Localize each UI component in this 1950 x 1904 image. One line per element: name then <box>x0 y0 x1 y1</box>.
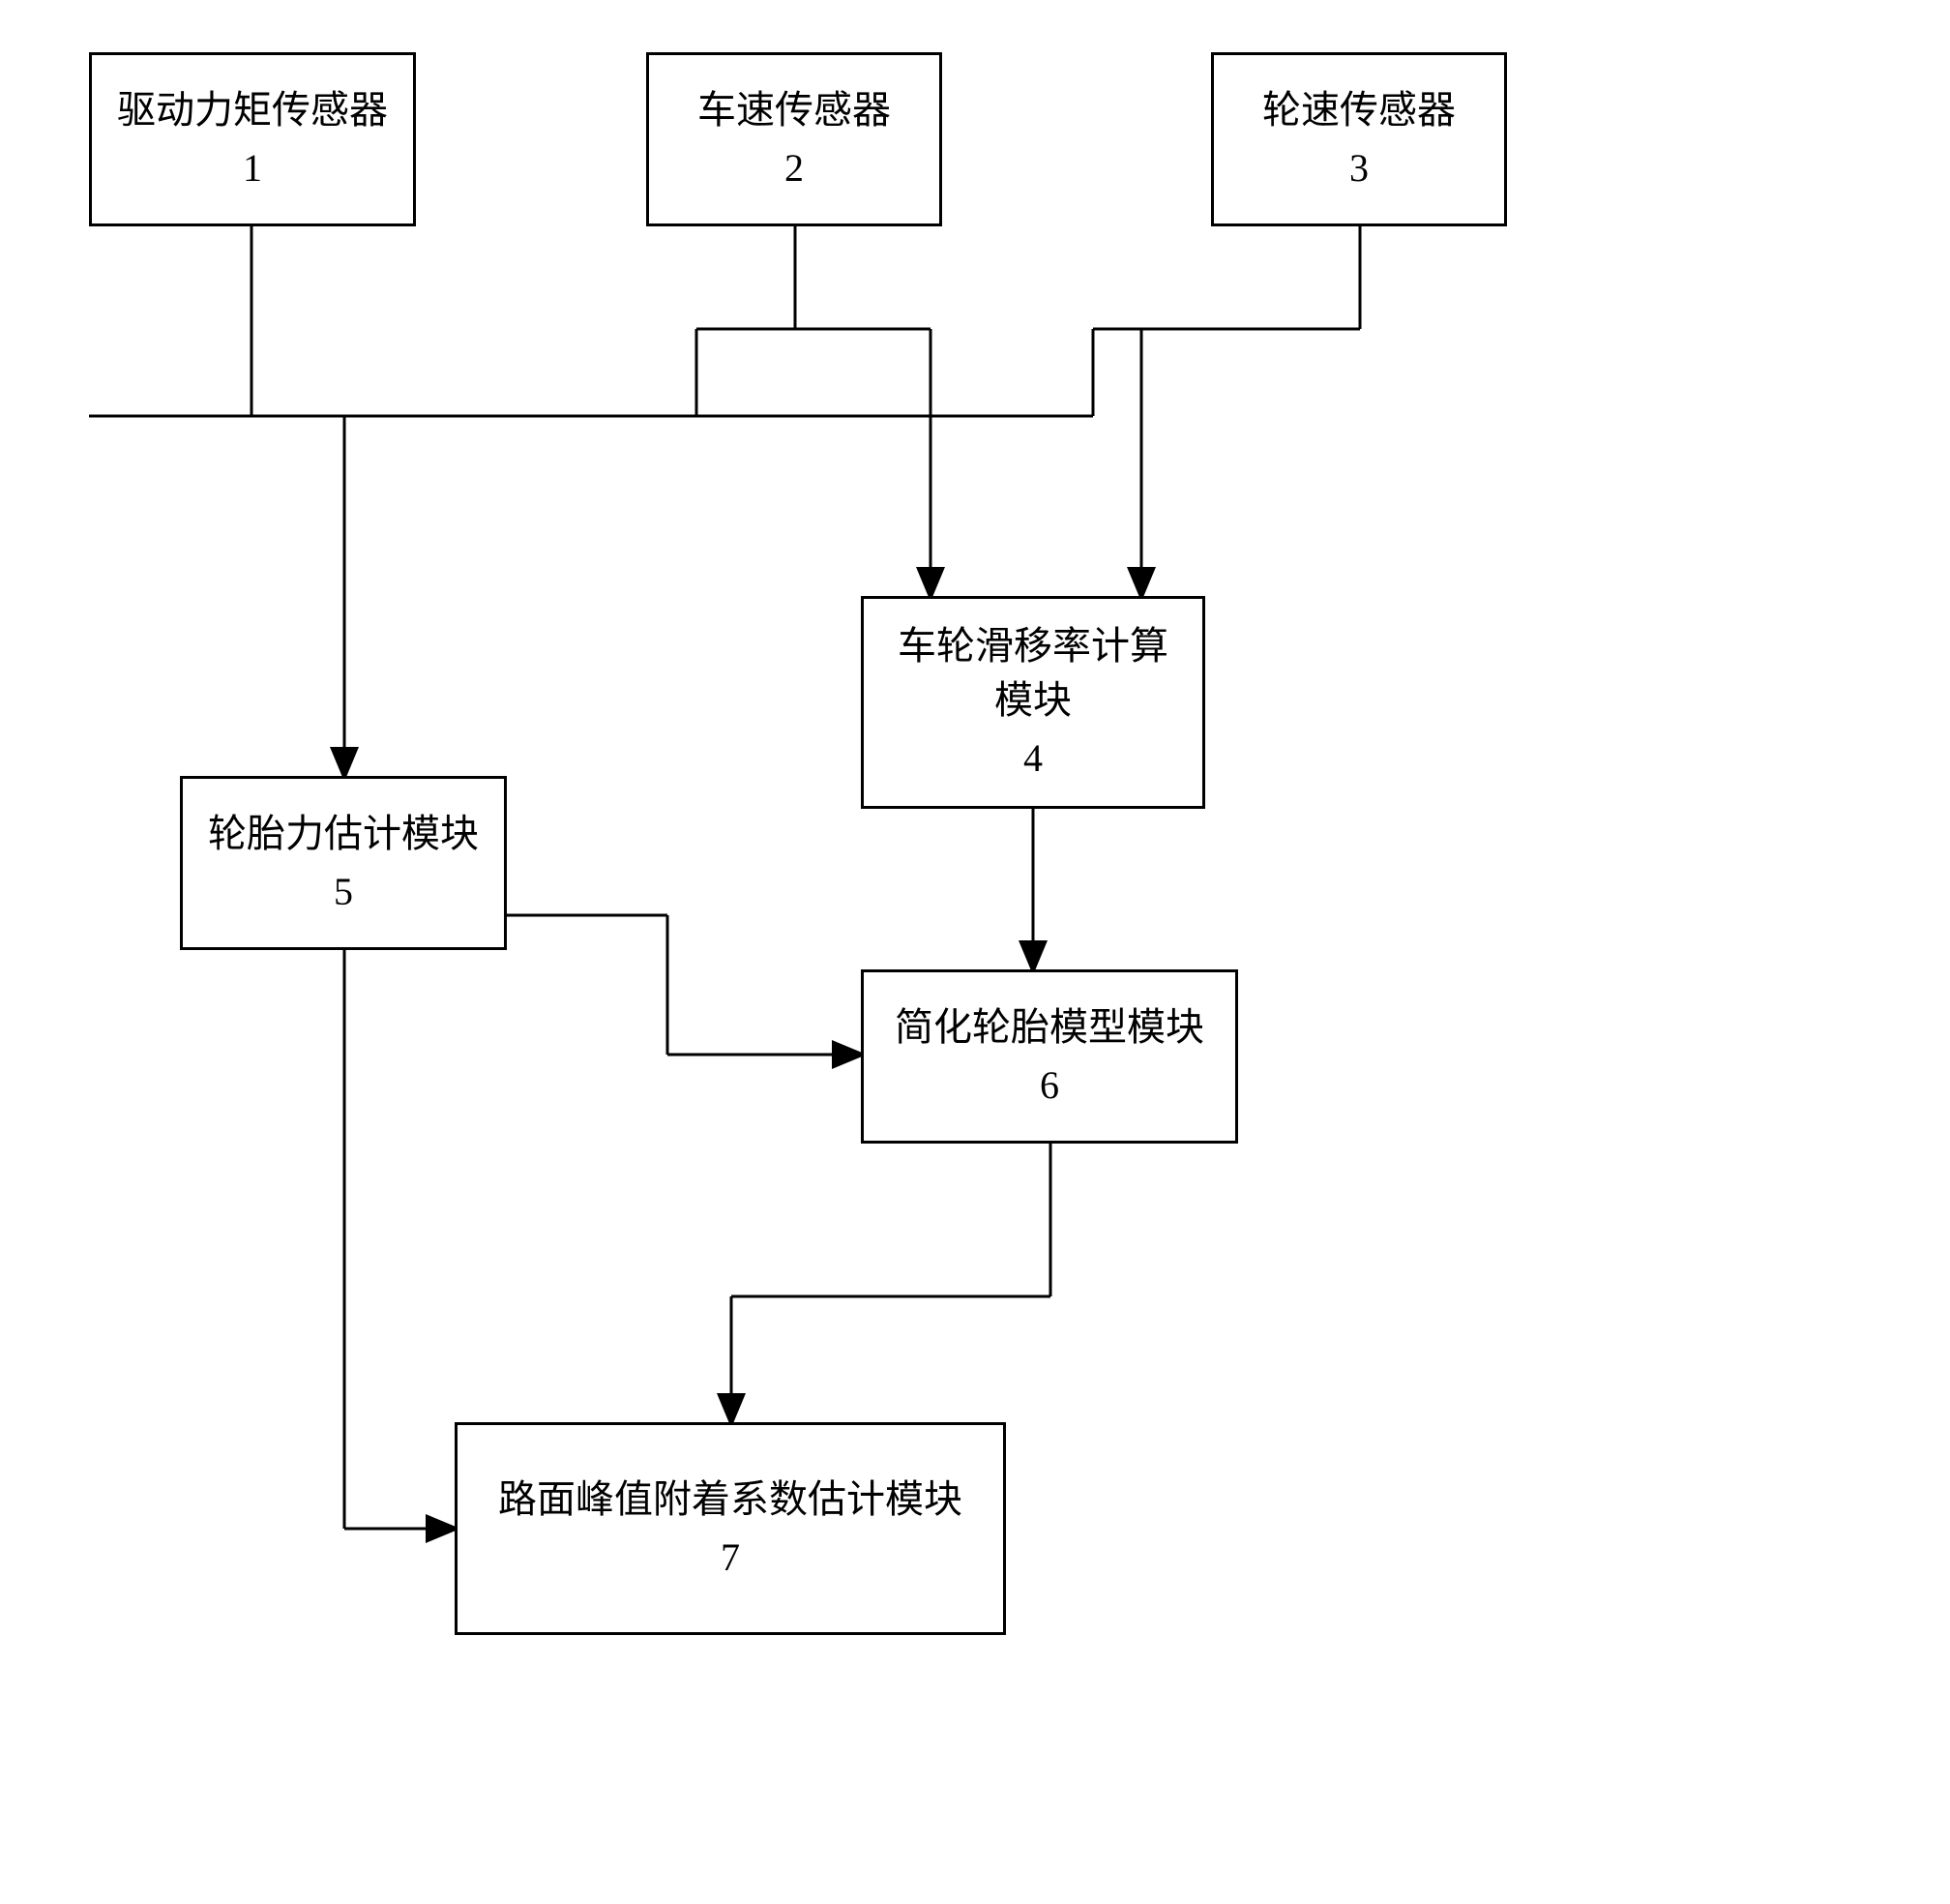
node-n4: 车轮滑移率计算 模块4 <box>861 596 1205 809</box>
node-n3: 轮速传感器3 <box>1211 52 1507 226</box>
node-number: 6 <box>1040 1058 1059 1113</box>
node-n7: 路面峰值附着系数估计模块7 <box>455 1422 1006 1635</box>
node-label: 路面峰值附着系数估计模块 <box>498 1473 962 1527</box>
node-label: 简化轮胎模型模块 <box>895 1000 1204 1055</box>
node-n2: 车速传感器2 <box>646 52 942 226</box>
node-number: 1 <box>243 141 262 195</box>
node-number: 4 <box>1023 731 1043 786</box>
node-label: 轮胎力估计模块 <box>208 807 479 861</box>
node-label: 驱动力矩传感器 <box>117 83 388 137</box>
node-number: 7 <box>721 1531 740 1585</box>
node-number: 2 <box>784 141 804 195</box>
flowchart-diagram: 驱动力矩传感器1 车速传感器2 轮速传感器3 车轮滑移率计算 模块4 轮胎力估计模块5 简… <box>0 0 1950 1904</box>
node-label: 轮速传感器 <box>1262 83 1456 137</box>
node-n6: 简化轮胎模型模块6 <box>861 969 1238 1144</box>
node-label: 车速传感器 <box>697 83 891 137</box>
node-n1: 驱动力矩传感器1 <box>89 52 416 226</box>
node-number: 5 <box>334 865 353 919</box>
node-n5: 轮胎力估计模块5 <box>180 776 507 950</box>
node-label: 车轮滑移率计算 模块 <box>898 619 1168 728</box>
node-number: 3 <box>1349 141 1369 195</box>
